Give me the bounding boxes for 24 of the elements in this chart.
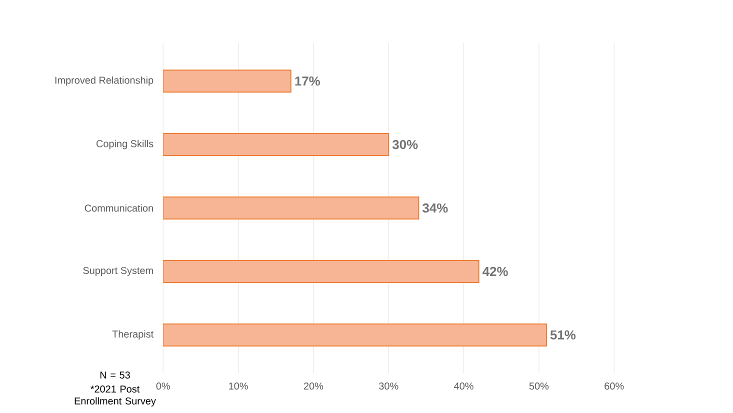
- data-label: 51%: [550, 330, 576, 340]
- y-tick-label: Support System: [83, 266, 153, 276]
- data-label: 17%: [295, 76, 320, 86]
- y-tick-label: Coping Skills: [96, 140, 154, 150]
- bar: [163, 323, 547, 346]
- x-tick-label: 20%: [304, 382, 324, 390]
- x-tick-label: 10%: [229, 382, 248, 390]
- y-tick-label: Improved Relationship: [55, 76, 154, 86]
- x-tick-label: 0%: [156, 382, 170, 390]
- data-label: 30%: [392, 140, 418, 150]
- x-tick-label: 50%: [529, 382, 549, 390]
- bar: [163, 260, 480, 283]
- y-tick-label: Therapist: [112, 330, 154, 340]
- x-tick-label: 40%: [454, 382, 474, 390]
- x-tick-label: 60%: [604, 382, 624, 390]
- bar: [163, 133, 390, 156]
- data-label: 42%: [482, 266, 508, 276]
- bar: [163, 70, 292, 93]
- data-label: 34%: [422, 203, 448, 213]
- y-tick-label: Communication: [84, 204, 153, 212]
- x-tick-label: 30%: [379, 382, 398, 390]
- bar: [163, 196, 420, 220]
- text: *2021 Post Enrollment Survey: [74, 386, 156, 406]
- text: N = 53: [100, 372, 130, 379]
